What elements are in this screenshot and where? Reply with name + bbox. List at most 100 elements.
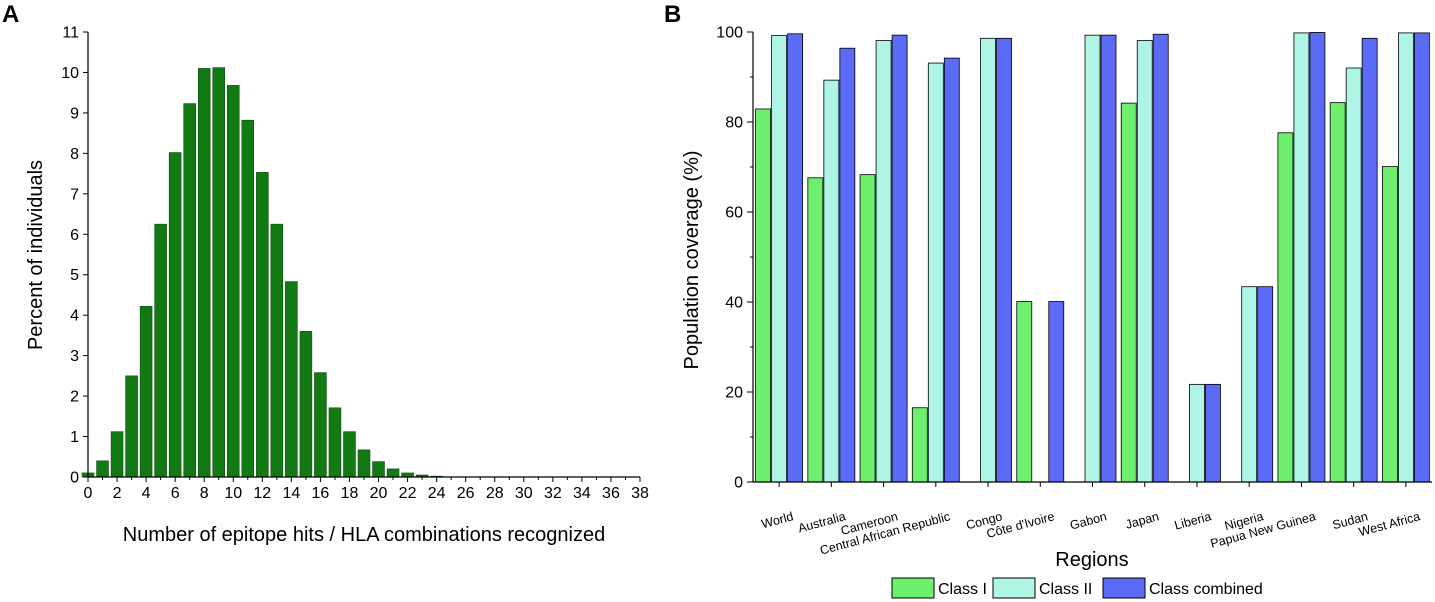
panel-a-bar <box>357 449 371 478</box>
panel-b-letter: B <box>664 1 681 28</box>
panel-b-legend-swatch <box>891 577 935 599</box>
panel-a-x-tick-label: 30 <box>515 485 533 502</box>
panel-b-y-tick-label: 20 <box>725 385 743 402</box>
panel-a-y-tick-label: 2 <box>70 389 79 406</box>
panel-b-bar <box>859 174 876 483</box>
panel-b-bar <box>1100 34 1117 483</box>
panel-a-bar <box>285 281 298 478</box>
panel-b-bar <box>1241 286 1258 483</box>
panel-b-bar <box>823 79 840 483</box>
panel-a-x-tick-label: 22 <box>399 485 417 502</box>
panel-b-chart: 0 20 40 60 80 100 World AustraliaCameroonCentr… <box>681 25 1432 599</box>
panel-b-bar <box>1152 33 1169 483</box>
panel-a-x-tick-label: 36 <box>602 485 620 502</box>
panel-b-bar <box>875 40 892 483</box>
panel-b-bar <box>943 57 960 483</box>
panel-a-y-tick-label: 9 <box>70 105 79 122</box>
panel-a-bar <box>299 331 313 478</box>
panel-b-bar <box>1120 102 1137 483</box>
panel-b-bar <box>1329 102 1346 483</box>
panel-b-x-axis-label: Regions <box>1055 549 1128 571</box>
panel-b-y-tick-label: 40 <box>725 295 743 312</box>
panel-a-bar <box>125 375 138 478</box>
panel-a-bar <box>314 372 327 478</box>
panel-a-y-tick-label: 7 <box>70 186 79 203</box>
panel-b-bar <box>1277 132 1294 483</box>
panel-a-y-tick-label: 6 <box>70 227 79 244</box>
panel-a-x-tick-label: 34 <box>573 485 591 502</box>
panel-b-bar <box>1205 383 1221 483</box>
panel-a-bar <box>256 172 269 478</box>
panel-a-x-tick-label: 4 <box>142 485 151 502</box>
panel-b-bar <box>807 177 824 483</box>
panel-a-x-tick-label: 12 <box>253 485 271 502</box>
panel-b-category-label: World <box>760 509 795 531</box>
panel-b-bar <box>996 37 1012 483</box>
panel-a-y-tick-label: 8 <box>70 146 79 163</box>
panel-a-y-tick-label: 11 <box>62 25 79 42</box>
panel-b-y-ticks: 0 20 40 60 80 100 <box>716 25 753 492</box>
panel-b-bar <box>1136 40 1153 483</box>
panel-a-bar <box>96 460 109 478</box>
panel-b-bar <box>755 108 772 483</box>
panel-b-bar <box>1293 32 1310 483</box>
panel-a-x-tick-label: 24 <box>428 485 446 502</box>
panel-b-bar <box>1309 32 1326 483</box>
panel-a-bar <box>372 461 385 478</box>
panel-a-x-tick-label: 0 <box>84 485 93 502</box>
panel-b-bar <box>911 407 928 483</box>
panel-b-bar <box>927 62 944 483</box>
panel-b-y-axis-label: Population coverage (%) <box>681 150 703 369</box>
panel-b-bars <box>755 32 1430 483</box>
panel-b-bar <box>1397 32 1414 483</box>
panel-a-y-tick-label: 0 <box>70 470 79 487</box>
panel-a-bars <box>81 67 443 478</box>
panel-a-x-tick-label: 16 <box>312 485 330 502</box>
panel-b-bar <box>1381 166 1398 483</box>
panel-a-x-tick-label: 6 <box>171 485 180 502</box>
panel-a-bar <box>154 223 167 478</box>
panel-a-x-tick-label: 8 <box>200 485 209 502</box>
panel-b-y-tick-label: 60 <box>725 205 743 222</box>
panel-a-bar <box>139 305 153 478</box>
panel-a-x-ticks: 0 2 4 6 8 10 12 14 16 18 20 22 24 26 28 30 32 34 36 38 <box>84 477 649 502</box>
panel-b-bar <box>839 47 856 483</box>
panel-b-bar <box>771 35 788 483</box>
panel-a-y-tick-label: 10 <box>61 65 79 82</box>
panel-b-category-label: Australia <box>797 509 848 535</box>
panel-b-bar <box>1361 37 1378 483</box>
panel-a-x-tick-label: 26 <box>457 485 475 502</box>
panel-a-bar <box>241 119 255 478</box>
panel-b-y-tick-label: 0 <box>734 475 743 492</box>
panel-b-bar <box>1084 34 1101 483</box>
panel-a-bar <box>227 85 240 478</box>
panel-b-legend: Class I Class II Class combined <box>891 577 1263 599</box>
panel-b-bar <box>891 34 908 483</box>
panel-b-bar <box>1345 67 1362 483</box>
panel-a-y-tick-label: 5 <box>70 267 79 284</box>
panel-a-bar <box>183 103 196 478</box>
panel-a-x-tick-label: 2 <box>113 485 122 502</box>
panel-b-y-tick-label: 100 <box>716 25 743 42</box>
panel-a-y-tick-label: 1 <box>70 429 79 446</box>
panel-a-bar <box>328 407 342 478</box>
panel-b-legend-label: Class combined <box>1149 581 1263 598</box>
panel-a-y-ticks: 0 1 2 3 4 5 6 7 8 9 10 11 <box>61 25 88 487</box>
panel-b-category-label: Gabon <box>1068 509 1108 532</box>
panel-a-x-tick-label: 18 <box>341 485 359 502</box>
panel-b-legend-label: Class I <box>938 581 987 598</box>
panel-b-legend-swatch <box>992 577 1036 599</box>
panel-b-bar <box>1257 286 1274 483</box>
panel-b-legend-swatch <box>1102 577 1146 599</box>
panel-a-x-tick-label: 28 <box>486 485 504 502</box>
panel-a-x-tick-label: 38 <box>631 485 649 502</box>
panel-b-bar <box>1413 32 1430 483</box>
panel-a-x-tick-label: 32 <box>544 485 562 502</box>
panel-b-bar <box>1189 383 1205 483</box>
panel-a-x-tick-label: 10 <box>224 485 242 502</box>
panel-b-category-label: Japan <box>1124 509 1161 531</box>
panel-a-y-tick-label: 3 <box>70 348 79 365</box>
panel-a-x-axis-label: Number of epitope hits / HLA combination… <box>123 524 606 546</box>
